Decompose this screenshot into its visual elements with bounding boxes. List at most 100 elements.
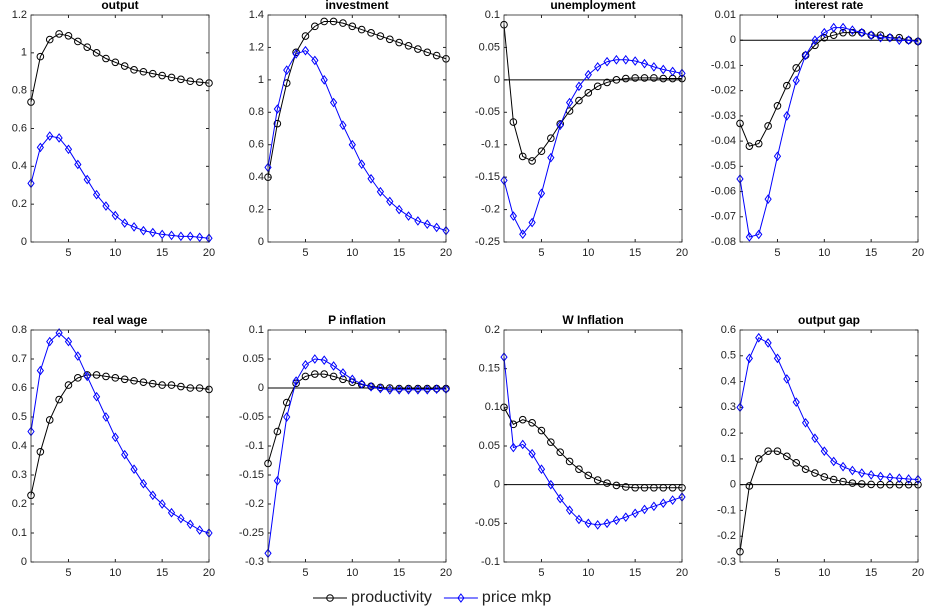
y-tick-label: 0.1 xyxy=(721,453,736,465)
marker-circle xyxy=(130,376,138,385)
marker-diamond xyxy=(177,231,185,242)
marker-circle xyxy=(650,74,658,82)
marker-diamond xyxy=(64,336,73,347)
series-line xyxy=(503,24,682,162)
marker-diamond xyxy=(547,152,555,163)
marker-circle xyxy=(120,375,129,384)
marker-circle xyxy=(754,455,763,463)
y-tick-label: 0 xyxy=(730,34,736,46)
marker-circle xyxy=(74,37,82,46)
subplot-title: real wage xyxy=(93,313,148,327)
marker-circle xyxy=(158,71,166,80)
subplot-title: output gap xyxy=(798,313,860,327)
axes-box xyxy=(30,329,210,563)
y-tick-label: -0.3 xyxy=(717,556,736,568)
axes-box xyxy=(739,329,919,563)
marker-circle xyxy=(659,483,668,492)
marker-diamond xyxy=(519,229,527,240)
y-tick-label: 0.8 xyxy=(12,324,27,336)
marker-circle xyxy=(631,483,639,492)
marker-circle xyxy=(45,416,54,424)
marker-diamond xyxy=(783,111,791,121)
y-tick-label: 0.6 xyxy=(12,382,27,394)
y-tick-label: -0.05 xyxy=(475,517,500,529)
marker-circle xyxy=(385,35,394,44)
marker-circle xyxy=(102,54,110,63)
x-tick-label: 10 xyxy=(109,567,121,579)
legend: productivity price mkp xyxy=(313,589,551,606)
marker-diamond xyxy=(367,382,375,392)
marker-circle xyxy=(64,381,73,389)
y-tick-label: 0.2 xyxy=(12,498,27,510)
y-tick-label: -0.2 xyxy=(481,203,500,215)
marker-circle xyxy=(432,51,441,60)
subplot-title: investment xyxy=(325,0,388,12)
subplot: output gap -0.3 -0.2 -0.1 0 0.1 0.2 0.3 0.4 0.5 0.… xyxy=(717,313,924,579)
marker-circle xyxy=(385,384,394,392)
marker-diamond xyxy=(801,50,810,61)
marker-circle xyxy=(612,76,621,84)
subplot: W Inflation -0.1 -0.05 0 0.05 0.1 0.15 0.2 5 10 15… xyxy=(475,313,688,579)
marker-diamond xyxy=(404,211,413,221)
marker-diamond xyxy=(565,97,574,108)
marker-diamond xyxy=(292,376,300,386)
marker-circle xyxy=(273,119,282,128)
marker-diamond xyxy=(386,384,394,395)
marker-diamond xyxy=(556,493,564,504)
marker-diamond xyxy=(423,219,431,229)
subplot: output 0 0.2 0.4 0.6 0.8 1 1.2 5 10 15 20 xyxy=(12,0,215,259)
y-tick-label: -0.04 xyxy=(711,135,736,147)
marker-circle xyxy=(537,147,546,155)
marker-diamond xyxy=(622,54,630,65)
marker-circle xyxy=(801,465,810,474)
x-tick-label: 10 xyxy=(818,247,830,259)
marker-circle xyxy=(55,30,63,38)
y-tick-label: 0.05 xyxy=(479,440,500,452)
y-tick-label: -0.08 xyxy=(711,236,736,248)
marker-diamond xyxy=(773,151,782,162)
marker-diamond xyxy=(111,210,119,221)
marker-diamond xyxy=(121,218,129,228)
marker-diamond xyxy=(811,35,819,46)
marker-diamond xyxy=(36,142,44,153)
marker-diamond xyxy=(594,62,602,72)
marker-diamond xyxy=(820,446,828,456)
marker-diamond xyxy=(858,468,866,478)
marker-circle xyxy=(820,33,829,42)
marker-circle xyxy=(320,17,329,26)
marker-circle xyxy=(195,78,204,86)
marker-circle xyxy=(518,415,527,424)
y-tick-label: -0.05 xyxy=(239,411,264,423)
marker-diamond xyxy=(376,186,385,197)
marker-diamond xyxy=(839,461,847,472)
marker-diamond xyxy=(650,501,658,512)
marker-diamond xyxy=(801,417,810,428)
axes-box xyxy=(503,14,683,243)
marker-circle xyxy=(593,82,602,91)
marker-circle xyxy=(745,482,754,490)
plot-area xyxy=(268,330,446,562)
marker-diamond xyxy=(414,216,422,226)
marker-diamond xyxy=(311,55,319,66)
marker-circle xyxy=(547,134,555,143)
marker-diamond xyxy=(414,384,422,395)
y-tick-label: -0.1 xyxy=(481,139,500,151)
marker-diamond xyxy=(755,332,763,343)
marker-diamond xyxy=(55,328,63,338)
marker-diamond xyxy=(519,439,527,450)
marker-diamond xyxy=(404,384,413,395)
marker-diamond xyxy=(631,508,639,519)
marker-diamond xyxy=(186,519,194,530)
marker-circle xyxy=(186,384,195,392)
marker-diamond xyxy=(55,133,63,143)
x-tick-label: 15 xyxy=(865,567,877,579)
marker-circle xyxy=(537,426,546,435)
subplot: real wage 0 0.1 0.2 0.3 0.4 0.5 0.6 0.7 0.8 5 10 15 2… xyxy=(12,313,215,579)
y-tick-label: -0.15 xyxy=(239,469,264,481)
marker-circle xyxy=(348,22,357,31)
marker-circle xyxy=(36,52,45,61)
x-tick-label: 5 xyxy=(774,247,780,259)
marker-circle xyxy=(148,69,157,78)
marker-diamond xyxy=(121,449,129,460)
